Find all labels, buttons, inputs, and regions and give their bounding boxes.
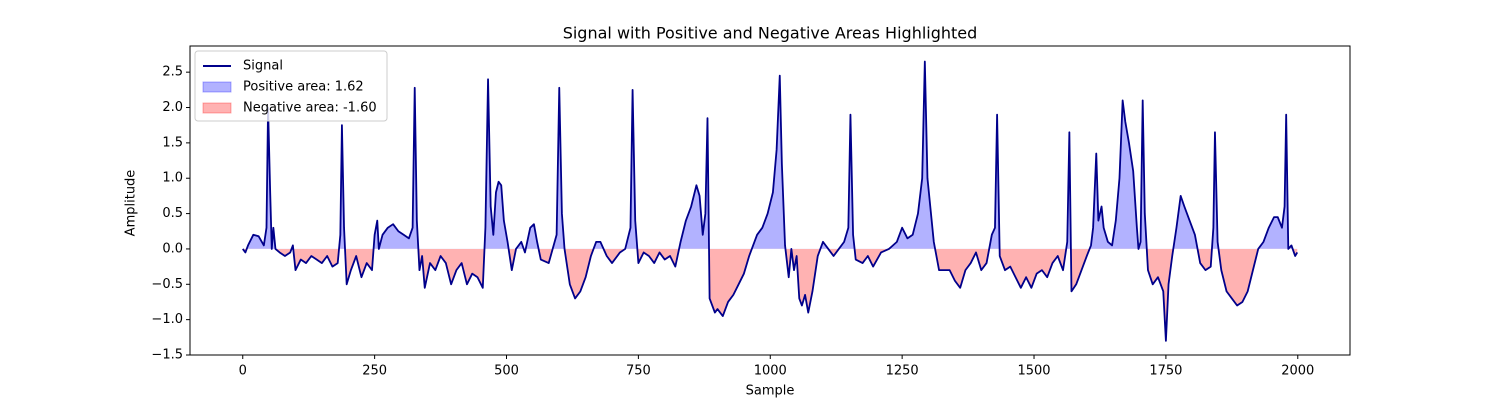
legend-box [194,50,388,122]
y-tick-label: −0.5 [151,277,183,292]
x-tick-label: 250 [362,364,387,379]
signal-line [242,60,1299,342]
x-tick-label: 0 [239,364,247,379]
x-tick-label: 1250 [886,364,919,379]
y-axis-label: Amplitude [124,170,139,237]
x-axis-label: Sample [746,384,795,399]
area-fill [242,248,1298,341]
y-tick-label: −1.5 [151,348,183,363]
legend-label: Negative area: -1.60 [243,101,377,116]
legend-swatch [202,81,232,93]
y-tick-label: −1.0 [151,312,183,327]
x-tick-label: 750 [626,364,651,379]
legend-label: Positive area: 1.62 [243,80,364,95]
x-tick-label: 1500 [1017,364,1050,379]
x-tick-label: 2000 [1281,364,1314,379]
area-fill [246,61,1293,249]
y-tick-label: 0.0 [162,241,183,256]
x-tick-label: 1000 [754,364,787,379]
legend-label: Signal [243,59,283,74]
y-tick-label: 1.5 [162,135,183,150]
y-tick-label: 2.0 [162,100,183,115]
x-tick-label: 1750 [1149,364,1182,379]
legend-swatch [202,102,232,114]
y-tick-label: 2.5 [162,65,183,80]
x-tick-label: 500 [494,364,519,379]
y-tick-label: 1.0 [162,171,183,186]
chart-title: Signal with Positive and Negative Areas … [563,24,978,43]
y-tick-label: 0.5 [162,206,183,221]
